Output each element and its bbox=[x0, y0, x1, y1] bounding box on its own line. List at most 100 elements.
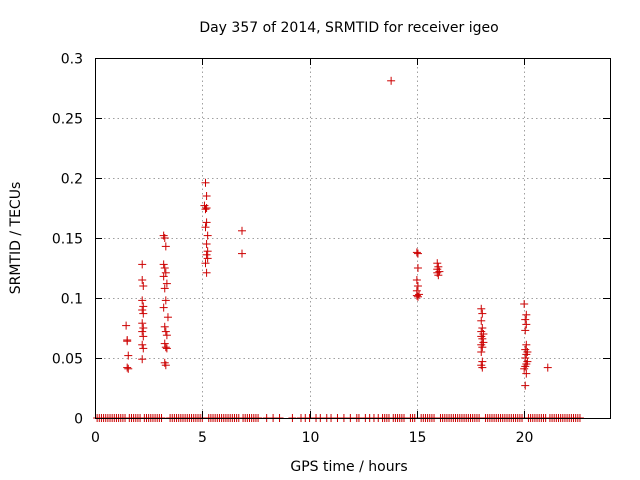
data-point bbox=[202, 240, 211, 248]
data-point bbox=[202, 204, 211, 212]
data-point bbox=[139, 282, 148, 290]
data-point bbox=[202, 250, 211, 259]
data-point bbox=[543, 363, 552, 372]
data-point bbox=[138, 327, 147, 336]
data-point bbox=[139, 302, 148, 311]
data-point bbox=[160, 234, 169, 242]
data-point bbox=[412, 291, 421, 300]
data-point bbox=[413, 264, 422, 272]
data-point bbox=[201, 223, 210, 232]
data-point bbox=[123, 337, 132, 346]
data-point bbox=[478, 363, 487, 372]
data-point bbox=[412, 248, 421, 257]
data-point bbox=[161, 268, 170, 277]
data-point bbox=[521, 326, 530, 335]
data-point bbox=[521, 381, 530, 390]
x-tick-label: 10 bbox=[302, 430, 320, 446]
y-tick-label: 0.2 bbox=[61, 172, 83, 188]
grid bbox=[95, 58, 610, 418]
data-point bbox=[161, 327, 170, 336]
data-point bbox=[435, 267, 444, 276]
data-point bbox=[413, 249, 422, 258]
data-point bbox=[124, 351, 133, 360]
data-point bbox=[138, 276, 147, 284]
axis-ticks: 0 0.05 0.1 0.15 0.2 0.25 0.3 0 5 10 15 20 bbox=[52, 52, 610, 446]
data-point bbox=[201, 178, 210, 187]
data-point bbox=[478, 309, 487, 318]
data-point bbox=[413, 282, 422, 290]
y-tick-label: 0.25 bbox=[52, 112, 83, 128]
data-point bbox=[161, 343, 170, 352]
data-point bbox=[162, 344, 171, 353]
data-point bbox=[138, 319, 147, 328]
data-point bbox=[522, 340, 531, 349]
x-axis-label: GPS time / hours bbox=[290, 459, 407, 475]
data-point bbox=[122, 321, 131, 330]
data-point bbox=[160, 264, 169, 272]
data-point bbox=[201, 205, 210, 214]
y-tick-label: 0 bbox=[74, 412, 83, 428]
data-point bbox=[477, 304, 486, 313]
data-point bbox=[203, 254, 212, 263]
x-tick-label: 15 bbox=[409, 430, 427, 446]
data-point bbox=[161, 242, 170, 251]
data-point bbox=[478, 334, 487, 343]
data-point bbox=[138, 306, 147, 314]
data-point bbox=[139, 324, 148, 332]
data-point bbox=[160, 284, 169, 293]
data-point bbox=[522, 320, 531, 329]
y-tick-label: 0.3 bbox=[61, 52, 83, 68]
data-point bbox=[163, 313, 172, 322]
data-point bbox=[202, 218, 211, 227]
data-point bbox=[162, 279, 171, 288]
data-point bbox=[203, 231, 212, 240]
data-point bbox=[477, 348, 486, 356]
data-point bbox=[138, 355, 147, 364]
data-point bbox=[478, 343, 487, 352]
data-point bbox=[139, 332, 148, 341]
data-point bbox=[203, 247, 212, 256]
data-point bbox=[202, 192, 211, 200]
data-point bbox=[159, 272, 168, 281]
data-point bbox=[123, 363, 132, 372]
y-tick-label: 0.15 bbox=[52, 232, 83, 248]
data-point bbox=[124, 364, 133, 373]
y-tick-label: 0.05 bbox=[52, 352, 83, 368]
data-point bbox=[477, 316, 486, 325]
data-point bbox=[161, 296, 170, 305]
x-tick-label: 20 bbox=[516, 430, 534, 446]
data-point bbox=[413, 292, 422, 301]
data-point bbox=[522, 350, 531, 359]
data-point bbox=[387, 76, 396, 85]
data-point bbox=[161, 361, 170, 370]
data-points bbox=[93, 76, 584, 422]
data-point bbox=[159, 260, 168, 269]
data-point bbox=[139, 344, 148, 353]
y-tick-label: 0.1 bbox=[61, 292, 83, 308]
data-point bbox=[160, 322, 169, 331]
data-point bbox=[237, 249, 246, 258]
x-tick-label: 5 bbox=[198, 430, 207, 446]
data-point bbox=[160, 339, 169, 348]
y-axis-label: SRMTID / TECUs bbox=[8, 182, 24, 295]
data-point bbox=[521, 315, 530, 324]
chart-title: Day 357 of 2014, SRMTID for receiver ige… bbox=[199, 20, 498, 36]
data-point bbox=[478, 324, 487, 332]
data-point bbox=[202, 268, 211, 277]
data-point bbox=[412, 276, 421, 284]
data-point bbox=[520, 364, 529, 373]
data-point bbox=[138, 260, 147, 269]
x-tick-label: 0 bbox=[91, 430, 100, 446]
data-point bbox=[138, 340, 147, 349]
data-point bbox=[521, 354, 530, 362]
data-point bbox=[162, 331, 171, 340]
data-point bbox=[434, 271, 443, 280]
data-point bbox=[522, 310, 531, 319]
data-point bbox=[138, 296, 147, 305]
data-point bbox=[520, 300, 529, 308]
data-point bbox=[237, 226, 246, 235]
data-point bbox=[522, 369, 531, 378]
data-point bbox=[159, 303, 168, 312]
data-point bbox=[201, 259, 210, 268]
